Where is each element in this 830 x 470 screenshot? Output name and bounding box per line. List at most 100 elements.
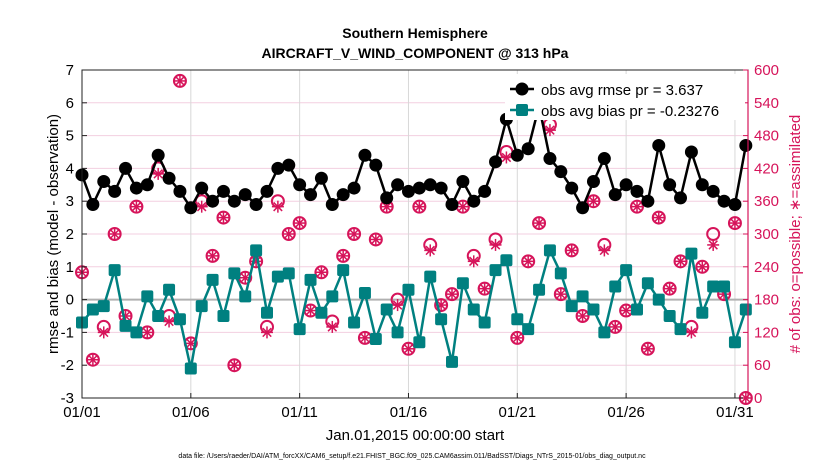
assimilated-count-marker (456, 200, 469, 213)
possible-count-marker (695, 259, 710, 274)
chart-subtitle: AIRCRAFT_V_WIND_COMPONENT @ 313 hPa (262, 45, 569, 61)
rmse-marker (184, 201, 198, 215)
asterisk-stroke (534, 218, 544, 228)
possible-count-marker (325, 314, 340, 329)
bias-marker (500, 254, 513, 267)
rmse-marker (249, 197, 263, 211)
rmse-marker (641, 194, 655, 208)
rmse-marker (238, 188, 252, 202)
possible-count-marker (423, 237, 438, 252)
rmse-marker (608, 188, 622, 202)
bias-marker (282, 267, 295, 280)
legend-box (505, 74, 745, 120)
rmse-marker (325, 197, 339, 211)
asterisk-stroke (675, 256, 686, 267)
asterisk-stroke (371, 234, 381, 245)
bias-marker (685, 247, 698, 260)
asterisk-stroke (708, 240, 718, 250)
rmse-marker (652, 138, 666, 152)
rmse-marker (293, 178, 307, 192)
rmse-marker (467, 194, 481, 208)
bias-marker (86, 303, 99, 316)
rmse-marker (510, 148, 524, 162)
possible-count-marker (532, 216, 547, 231)
possible-count-marker (706, 227, 721, 241)
assimilated-count-marker (141, 326, 154, 339)
possible-count-marker (129, 199, 144, 214)
rmse-marker (119, 161, 133, 175)
rmse-marker (695, 178, 709, 192)
rmse-marker (108, 184, 122, 198)
rmse-marker (282, 158, 296, 172)
y-right-tick-label: 0 (754, 390, 762, 407)
bias-marker (195, 300, 208, 313)
bias-marker (652, 293, 665, 306)
y-tick-label: 4 (66, 160, 74, 177)
bias-marker (119, 319, 132, 332)
chart-title: Southern Hemisphere (342, 25, 488, 41)
asterisk-stroke (109, 229, 120, 239)
assimilated-count-marker (369, 233, 382, 246)
rmse-marker (151, 148, 165, 162)
bias-marker (576, 290, 589, 303)
x-tick-label: 01/16 (390, 404, 428, 421)
assimilated-count-marker (696, 260, 709, 273)
assimilated-count-marker (728, 217, 741, 230)
possible-count-marker (575, 309, 590, 323)
bias-marker (184, 362, 197, 375)
asterisk-stroke (730, 218, 740, 228)
footer-data-file: data file: /Users/raeder/DAI/ATM_forcXX/… (178, 453, 646, 460)
rmse-marker (423, 178, 437, 192)
possible-count-marker (314, 265, 329, 280)
y-right-tick-label: 360 (754, 193, 779, 210)
possible-count-marker (260, 319, 274, 334)
possible-count-marker (564, 243, 579, 258)
bias-marker (728, 336, 741, 349)
y-right-tick-label: 60 (754, 357, 771, 374)
possible-count-marker (521, 254, 536, 269)
rmse-marker (304, 188, 318, 202)
rmse-marker (206, 194, 220, 208)
bias-marker (239, 290, 252, 303)
rmse-marker (216, 184, 230, 198)
rmse-marker (401, 184, 415, 198)
assimilated-count-marker (641, 342, 654, 355)
assimilated-count-marker (522, 255, 535, 268)
asterisk-stroke (186, 338, 196, 349)
assimilated-count-marker (511, 331, 524, 344)
rmse-marker (684, 145, 698, 159)
possible-count-marker (107, 227, 122, 241)
rmse-marker (521, 142, 535, 156)
bias-marker (739, 303, 752, 316)
rmse-marker (489, 155, 503, 169)
possible-count-marker (510, 330, 525, 345)
asterisk-stroke (566, 245, 577, 256)
possible-count-marker (445, 287, 459, 302)
asterisk-stroke (338, 251, 348, 261)
possible-count-marker (336, 248, 351, 263)
assimilated-count-marker (304, 304, 317, 317)
bias-marker (152, 310, 165, 322)
asterisk-stroke (88, 354, 98, 365)
possible-count-marker (172, 73, 187, 88)
rmse-marker (739, 138, 753, 152)
y-right-tick-label: 480 (754, 128, 779, 145)
possible-count-marker (412, 199, 427, 214)
possible-count-marker (368, 232, 383, 247)
asterisk-stroke (142, 327, 153, 338)
assimilated-count-marker (130, 200, 143, 213)
asterisk-stroke (664, 283, 675, 294)
assimilated-count-marker (674, 255, 687, 268)
bias-marker (456, 277, 469, 290)
assimilated-count-marker (478, 282, 491, 295)
bias-marker (696, 306, 709, 319)
asterisk-stroke (621, 305, 631, 316)
y-tick-label: 7 (66, 62, 74, 79)
bias-marker (413, 336, 426, 349)
bias-marker (326, 290, 339, 303)
asterisk-stroke (218, 212, 229, 223)
possible-count-marker (390, 292, 405, 307)
asterisk-stroke (175, 76, 185, 86)
